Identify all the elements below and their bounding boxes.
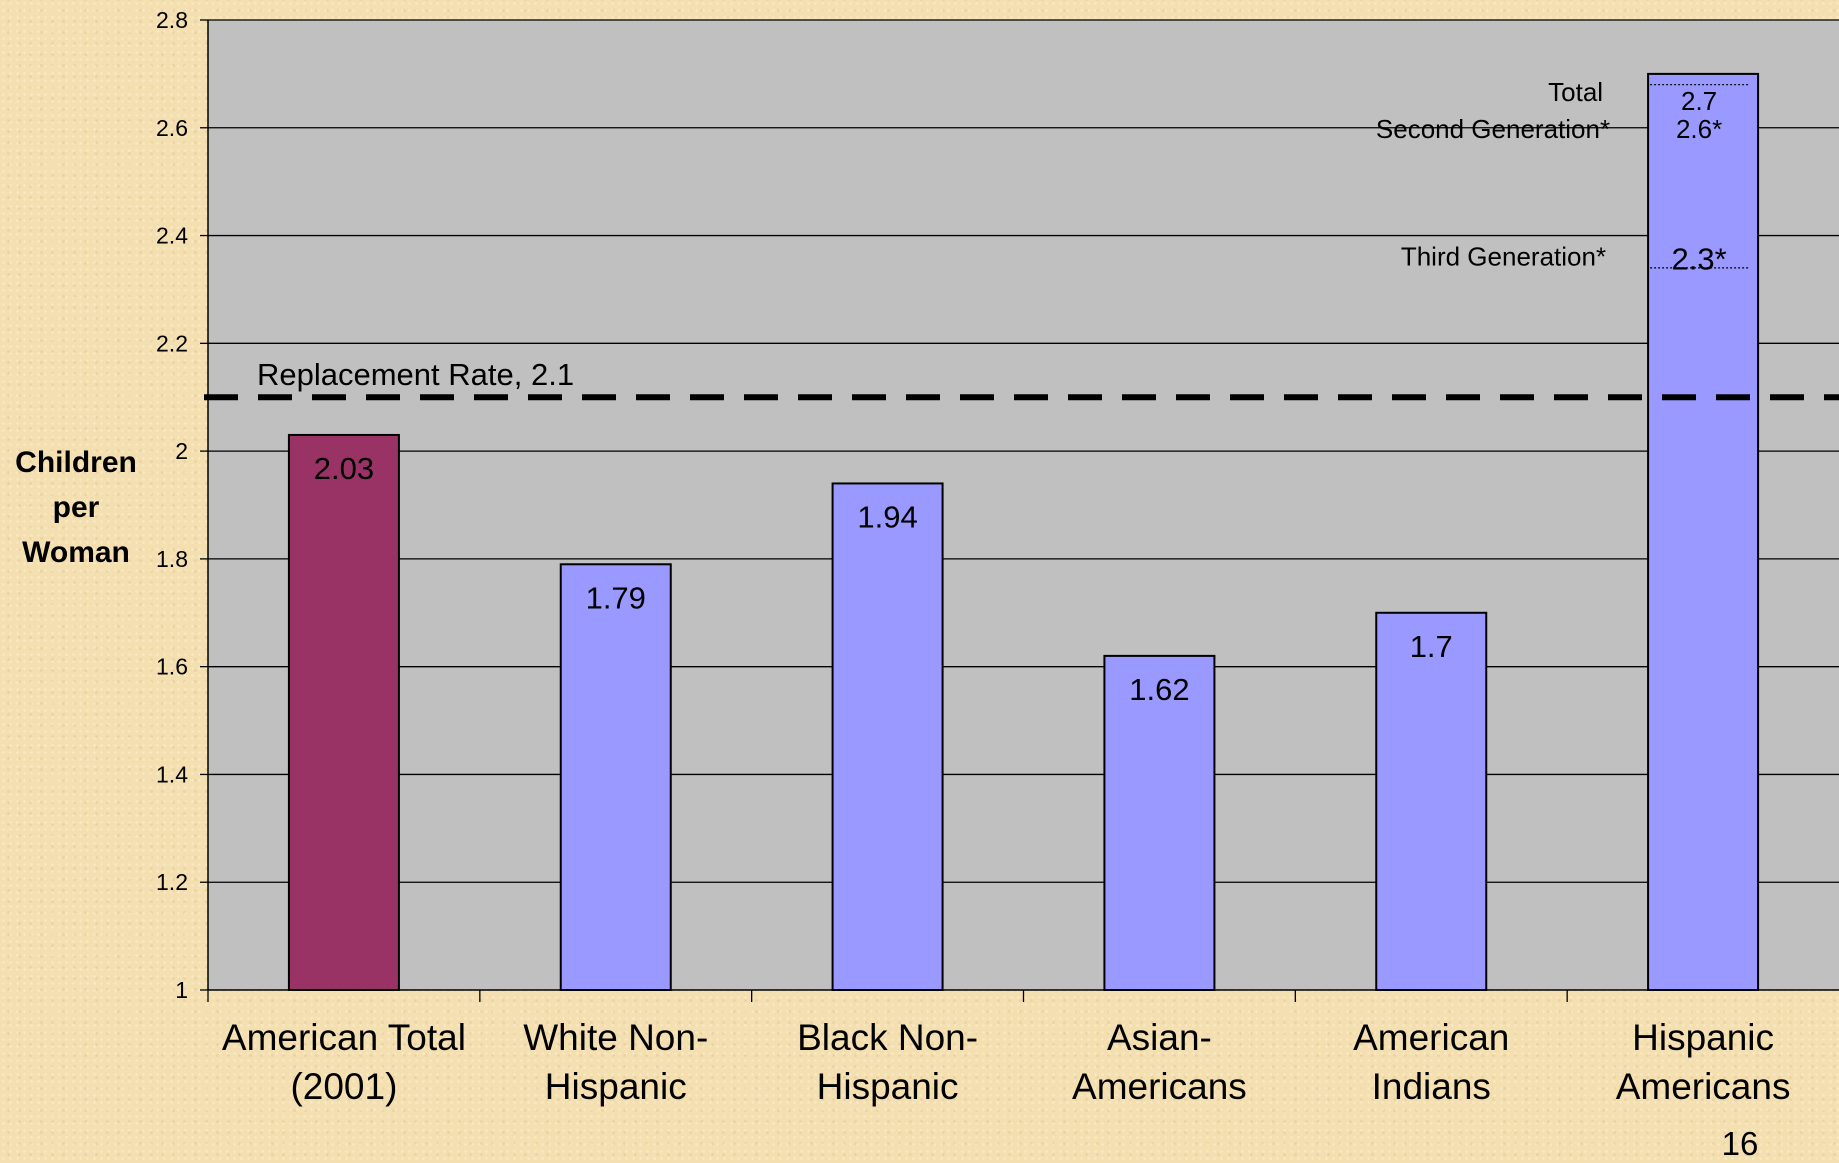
category-label-line: Americans	[1072, 1066, 1247, 1107]
data-label: 1.7	[1410, 629, 1453, 664]
gridlines	[208, 19, 1839, 883]
y-axis-title-line: Woman	[22, 536, 130, 569]
category-label-line: Asian-	[1107, 1017, 1212, 1058]
data-label: 1.62	[1129, 672, 1189, 707]
y-tick-label: 2.2	[156, 330, 188, 356]
category-label: Black Non- Hispanic	[797, 1017, 978, 1107]
y-tick-label: 1	[175, 977, 188, 1003]
replacement-rate-label: Replacement Rate, 2.1	[257, 357, 574, 392]
category-label-line: Americans	[1616, 1066, 1791, 1107]
bar	[1647, 72, 1760, 991]
category-label: Hispanic Americans	[1616, 1017, 1791, 1107]
category-label-line: Hispanic	[817, 1066, 959, 1107]
category-label: American Total (2001)	[222, 1017, 466, 1107]
y-axis-ticks: 1 1.2 1.4 1.6 1.8 2 2.2 2.4 2.6 2.8	[156, 7, 208, 1003]
category-label-line: American Total	[222, 1017, 466, 1058]
y-axis-title: Children per Woman	[15, 446, 137, 569]
bar	[287, 433, 400, 991]
y-tick-label: 2.6	[156, 115, 188, 141]
bars: 2.03 1.79 1.94 1.62 1.7	[287, 72, 1760, 992]
y-tick-label: 2.8	[156, 7, 188, 33]
bar	[1103, 654, 1216, 992]
y-tick-label: 2.4	[156, 223, 188, 249]
page-number: 16	[1721, 1125, 1759, 1162]
bar	[559, 563, 672, 991]
y-tick-label: 1.6	[156, 654, 188, 680]
replacement-rate: Replacement Rate, 2.1	[204, 357, 1839, 401]
category-label: American Indians	[1353, 1017, 1509, 1107]
category-label-line: Indians	[1372, 1066, 1491, 1107]
category-label-line: Black Non-	[797, 1017, 978, 1058]
y-axis-title-text: Children per Woman	[15, 446, 137, 569]
segment-name-label: Second Generation*	[1376, 114, 1610, 144]
y-tick-label: 2	[175, 438, 188, 464]
category-label-line: Hispanic	[1632, 1017, 1774, 1058]
segment-value-label: 2.6*	[1676, 114, 1722, 144]
y-axis-title-line: Children	[15, 446, 137, 479]
category-label-line: Hispanic	[545, 1066, 687, 1107]
axes	[207, 20, 1839, 1002]
bar	[1375, 611, 1488, 991]
data-label: 2.03	[314, 451, 374, 486]
segment-name-label: Third Generation*	[1401, 241, 1606, 271]
y-tick-label: 1.4	[156, 761, 188, 787]
plot-area	[208, 20, 1839, 990]
category-label: Asian- Americans	[1072, 1017, 1247, 1107]
segment-value-label: 2.7	[1681, 86, 1717, 116]
hispanic-breakdown: 2.7 Total 2.6* Second Generation* 2.3* Third …	[1376, 77, 1749, 276]
category-label-line: White Non-	[523, 1017, 708, 1058]
data-label: 1.94	[857, 499, 917, 534]
segment-value-label: 2.3*	[1671, 241, 1726, 276]
y-tick-label: 1.2	[156, 869, 188, 895]
data-label: 1.79	[586, 580, 646, 615]
category-label: White Non- Hispanic	[523, 1017, 708, 1107]
bar	[831, 482, 944, 991]
category-labels: American Total (2001)White Non-HispanicBl…	[222, 1017, 1791, 1107]
category-label-line: (2001)	[290, 1066, 397, 1107]
segment-name-label: Total	[1548, 77, 1603, 107]
y-tick-label: 1.8	[156, 546, 188, 572]
category-label-line: American	[1353, 1017, 1509, 1058]
y-axis-title-line: per	[53, 491, 100, 524]
